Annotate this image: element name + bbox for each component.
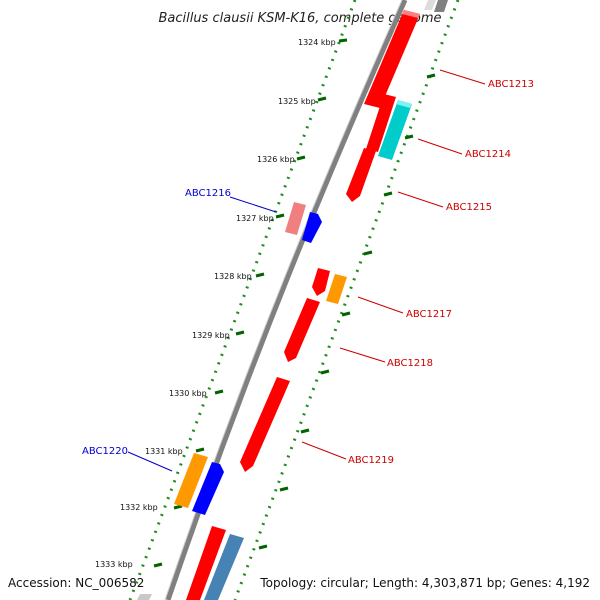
tick-label: 1324 kbp xyxy=(298,38,336,47)
gene-red-bottom xyxy=(186,526,226,600)
tick-mark xyxy=(341,311,351,317)
tick-mark xyxy=(214,389,224,395)
gene-steelblue xyxy=(204,534,244,600)
tick-mark xyxy=(235,330,245,336)
tick-mark xyxy=(275,213,285,219)
tick-label: 1327 kbp xyxy=(236,214,274,223)
gene-label: ABC1215 xyxy=(446,202,492,213)
gene-abc1216 xyxy=(302,212,322,243)
leader-line xyxy=(339,347,386,363)
gene-highlight xyxy=(396,100,412,108)
gene-block-grey xyxy=(434,0,448,12)
left-dotted-track xyxy=(128,0,357,600)
tick-mark xyxy=(255,272,265,278)
right-tick-marks xyxy=(258,73,436,550)
tick-mark xyxy=(338,38,348,43)
gene-label: ABC1220 xyxy=(82,446,128,457)
tick-label: 1333 kbp xyxy=(95,560,133,569)
gene-label: ABC1214 xyxy=(465,149,511,160)
tick-mark xyxy=(404,134,414,140)
gene-highlight xyxy=(402,10,420,18)
leader-line xyxy=(127,451,173,472)
tick-label: 1332 kbp xyxy=(120,503,158,512)
tick-mark xyxy=(195,447,205,453)
gene-abc1215 xyxy=(346,148,376,202)
tick-marks xyxy=(153,38,348,568)
tick-mark xyxy=(363,250,373,256)
tick-label: 1329 kbp xyxy=(192,331,230,340)
tick-mark xyxy=(153,562,163,568)
gene-pink xyxy=(285,202,306,235)
gene-label: ABC1213 xyxy=(488,79,534,90)
gene-abc1217 xyxy=(326,274,347,304)
tick-mark xyxy=(300,428,310,434)
tick-mark xyxy=(317,96,327,102)
topology-text: Topology: circular; Length: 4,303,871 bp… xyxy=(259,576,590,590)
leader-line xyxy=(417,138,463,155)
tick-label: 1331 kbp xyxy=(145,447,183,456)
gene-abc1220 xyxy=(192,462,224,515)
gene-label: ABC1218 xyxy=(387,358,433,369)
leader-line xyxy=(397,191,444,208)
tick-label: 1330 kbp xyxy=(169,389,207,398)
gene-abc1219 xyxy=(240,377,290,472)
map-title: Bacillus clausii KSM-K16, complete genom… xyxy=(158,11,441,26)
tick-label: 1326 kbp xyxy=(257,155,295,164)
leader-line xyxy=(301,441,347,460)
gene-label: ABC1216 xyxy=(185,188,231,199)
gene-label: ABC1219 xyxy=(348,455,394,466)
gene-label: ABC1217 xyxy=(406,309,452,320)
gene-block-light-bottom xyxy=(137,594,152,600)
gene-abc1218 xyxy=(284,298,320,362)
tick-mark xyxy=(279,486,289,492)
tick-mark xyxy=(426,73,436,79)
leader-line xyxy=(439,69,486,85)
gene-abc1214-red xyxy=(366,94,396,152)
tick-mark xyxy=(173,504,183,510)
gene-orange xyxy=(174,453,208,508)
tick-mark xyxy=(320,369,330,375)
accession-text: Accession: NC_006582 xyxy=(8,576,144,590)
leader-line xyxy=(357,296,404,314)
tick-mark xyxy=(383,191,393,197)
tick-label: 1325 kbp xyxy=(278,97,316,106)
gene-block-light xyxy=(424,0,436,10)
leader-line xyxy=(229,196,277,213)
tick-label: 1328 kbp xyxy=(214,272,252,281)
right-dotted-track xyxy=(233,0,460,600)
tick-mark xyxy=(296,155,306,161)
tick-mark xyxy=(258,544,268,550)
gene-abc1214 xyxy=(378,100,412,160)
gene-abc1213 xyxy=(364,10,420,108)
gene-red-small xyxy=(312,268,330,296)
